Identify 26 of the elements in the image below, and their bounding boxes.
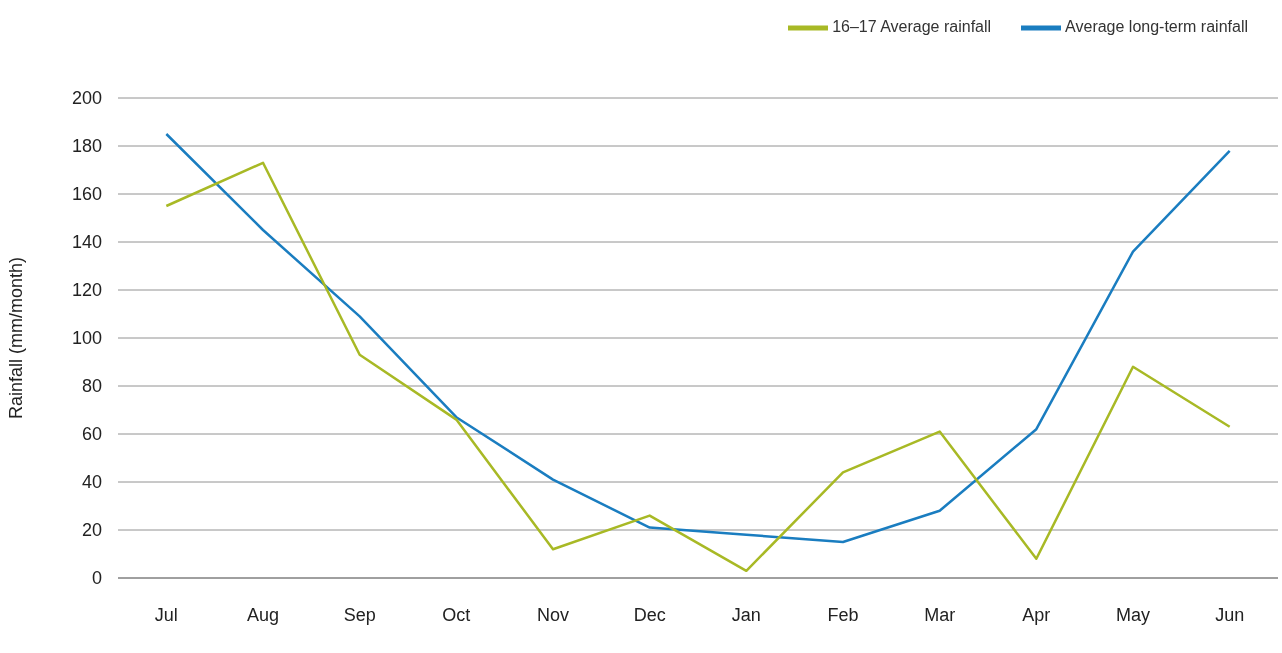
x-tick-label: Dec: [633, 604, 666, 625]
x-tick-label: Jan: [731, 604, 761, 625]
y-tick-label: 100: [71, 328, 102, 349]
y-tick-label: 200: [71, 88, 102, 109]
legend-label: 16–17 Average rainfall: [832, 18, 992, 36]
x-tick-label: Nov: [536, 604, 570, 625]
y-tick-label: 40: [81, 472, 102, 493]
x-tick-label: Jul: [154, 604, 178, 625]
y-tick-label: 120: [71, 280, 102, 301]
y-tick-label: 80: [81, 376, 102, 397]
x-tick-label: Apr: [1022, 604, 1051, 625]
x-tick-label: Jun: [1215, 604, 1245, 625]
x-tick-label: May: [1115, 604, 1151, 625]
x-tick-label: Aug: [246, 604, 280, 625]
x-tick-label: Mar: [924, 604, 956, 625]
y-axis-title: Rainfall (mm/month): [6, 256, 27, 420]
y-tick-label: 140: [71, 232, 102, 253]
y-tick-label: 180: [71, 136, 102, 157]
x-tick-label: Oct: [442, 604, 471, 625]
y-tick-label: 60: [81, 424, 102, 445]
x-tick-label: Feb: [827, 604, 859, 625]
y-tick-label: 0: [91, 568, 102, 589]
y-tick-label: 160: [71, 184, 102, 205]
y-tick-label: 20: [81, 520, 102, 541]
x-tick-label: Sep: [343, 604, 376, 625]
legend-label: Average long-term rainfall: [1065, 18, 1248, 36]
